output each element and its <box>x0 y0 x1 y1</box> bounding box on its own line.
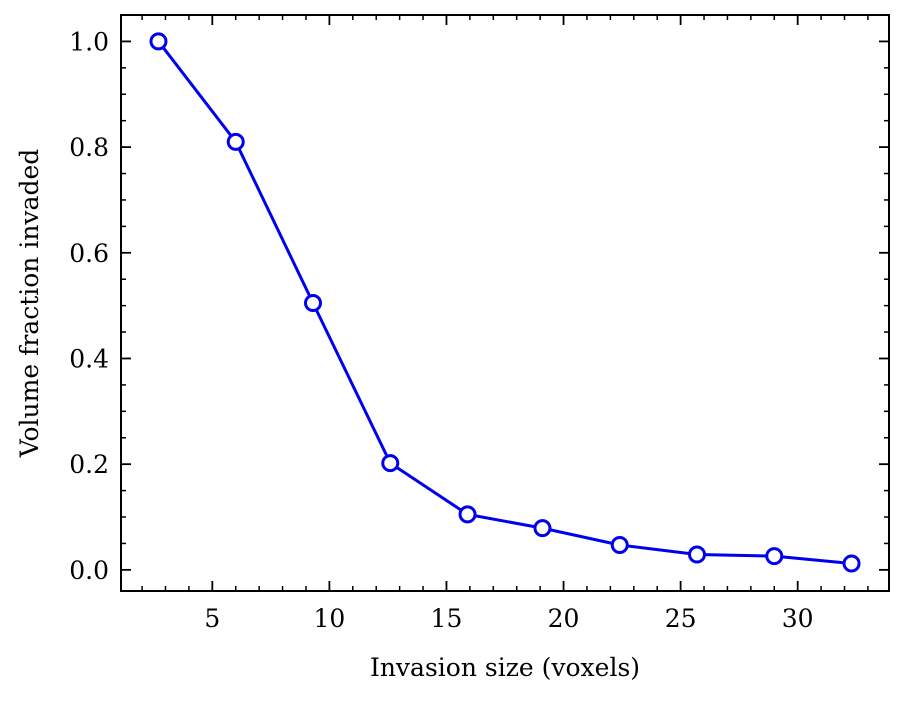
data-point <box>304 294 322 312</box>
y-axis-label: Volume fraction invaded <box>15 149 44 459</box>
x-tick-label: 20 <box>548 604 580 633</box>
tick-labels: 5 10 15 20 25 30 0.0 0.2 0.4 0.6 0.8 1.0 <box>69 27 813 633</box>
y-tick-label: 0.6 <box>69 239 109 268</box>
y-tick-label: 1.0 <box>69 27 109 56</box>
data-point <box>381 454 400 473</box>
x-axis-label: Invasion size (voxels) <box>370 653 640 682</box>
series-line <box>157 40 852 565</box>
data-point <box>765 547 784 566</box>
y-tick-label: 0.4 <box>69 344 109 373</box>
y-tick-label: 0.2 <box>69 450 109 479</box>
data-point <box>149 32 168 51</box>
minor-ticks <box>121 14 889 591</box>
x-tick-label: 25 <box>665 604 697 633</box>
data-point <box>533 519 552 538</box>
data-point <box>458 505 477 524</box>
x-tick-label: 5 <box>204 604 220 633</box>
y-tick-label: 0.0 <box>69 556 109 585</box>
x-tick-label: 15 <box>431 604 463 633</box>
x-tick-label: 10 <box>313 604 345 633</box>
plot-frame <box>120 14 890 592</box>
major-ticks <box>121 15 889 591</box>
x-tick-label: 30 <box>782 604 814 633</box>
y-tick-label: 0.8 <box>69 133 109 162</box>
data-point <box>688 545 706 564</box>
data-point <box>610 536 629 555</box>
series-layer <box>149 32 861 573</box>
data-point <box>842 554 861 573</box>
data-point <box>226 132 245 151</box>
